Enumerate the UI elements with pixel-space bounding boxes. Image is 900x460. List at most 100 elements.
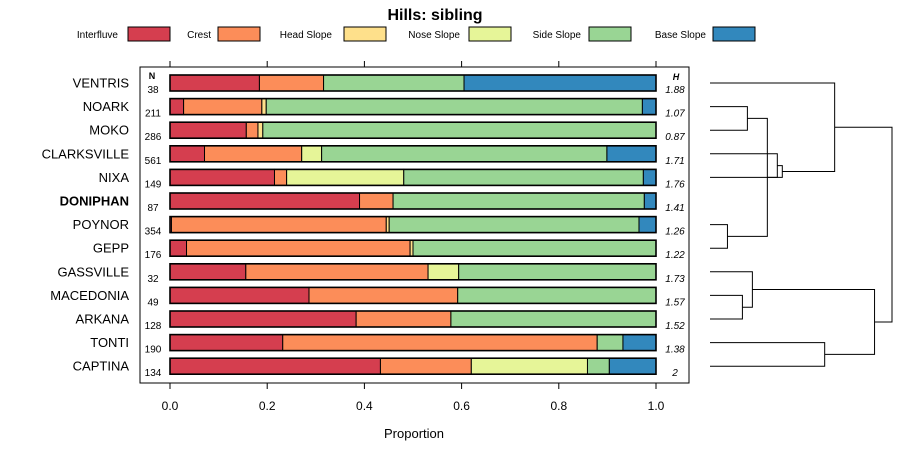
n-value: 354: [145, 227, 162, 238]
row-nixa: NIXA 149 1.76: [99, 168, 685, 190]
bar-segment-nose-slope: [470, 357, 588, 375]
legend-swatch-crest: [217, 26, 261, 42]
bar-segment-base-slope: [643, 192, 657, 210]
dendrogram-branch: [710, 82, 836, 172]
bar-outline: [169, 215, 657, 234]
bar-outline: [169, 333, 657, 352]
bar-segment-interfluve: [169, 334, 284, 352]
n-value: 87: [147, 203, 159, 214]
row-label: POYNOR: [73, 217, 129, 232]
bar-segment-head-slope: [261, 98, 267, 116]
x-axis: 0.0 0.2 0.4 0.6 0.8 1.0: [162, 61, 665, 413]
n-value: 128: [145, 321, 162, 332]
bar-segment-interfluve: [169, 168, 275, 186]
bar-segment-interfluve: [169, 121, 247, 139]
legend-label-head-slope: Head Slope: [280, 30, 333, 41]
bar-segment-interfluve: [169, 357, 381, 375]
bar-segment-side-slope: [412, 239, 657, 257]
n-value: 176: [145, 250, 162, 261]
bar-segment-nose-slope: [427, 263, 460, 281]
bar-outline: [169, 145, 657, 163]
bar-segment-crest: [379, 357, 472, 375]
n-value: 32: [147, 274, 159, 285]
bar-segment-base-slope: [622, 334, 657, 352]
legend-swatch-side-slope: [588, 26, 632, 42]
x-tick-label: 0.4: [356, 399, 373, 413]
bar-segment-crest: [186, 239, 411, 257]
bar-segment-interfluve: [169, 286, 310, 304]
bar-segment-base-slope: [642, 168, 657, 186]
bar-segment-crest: [282, 334, 598, 352]
bar-outline: [169, 357, 657, 376]
row-noark: NOARK 211 1.07: [83, 97, 685, 120]
legend-swatch-base-slope: [712, 26, 756, 42]
row-arkana: ARKANA 128 1.52: [76, 310, 685, 332]
h-value: 1.76: [665, 179, 685, 190]
bar-segment-crest: [183, 98, 263, 116]
bar-segment-nose-slope: [301, 145, 323, 163]
legend-label-interfluve: Interfluve: [77, 30, 119, 41]
row-label: ARKANA: [76, 312, 130, 327]
h-value: 1.26: [665, 227, 685, 238]
bar-segment-interfluve: [169, 145, 206, 163]
bar-rows: VENTRIS 38 1.88 NOARK 211 1.07 MOKO 286 0.87 CLAR…: [42, 74, 685, 379]
row-label: NIXA: [99, 170, 130, 185]
legend-label-base-slope: Base Slope: [655, 30, 707, 41]
bar-outline: [169, 310, 657, 328]
n-value: 286: [145, 132, 162, 143]
row-label: VENTRIS: [73, 76, 130, 91]
row-clarksville: CLARKSVILLE 561 1.71: [42, 145, 685, 167]
bar-segment-side-slope: [596, 334, 624, 352]
bar-segment-side-slope: [262, 121, 657, 139]
bar-segment-interfluve: [169, 74, 260, 92]
plot-panel: [139, 66, 690, 384]
bar-segment-interfluve: [169, 263, 247, 281]
row-moko: MOKO 286 0.87: [89, 121, 685, 143]
h-value: 1.41: [665, 203, 684, 214]
dendrogram-branch: [710, 271, 753, 308]
legend-swatch-head-slope: [343, 26, 387, 42]
bar-segment-crest: [245, 263, 429, 281]
n-value: 134: [145, 368, 162, 379]
x-tick-label: 0.8: [550, 399, 567, 413]
bar-outline: [169, 168, 657, 187]
dendrogram-branch: [710, 342, 826, 367]
bar-segment-base-slope: [608, 357, 657, 375]
bar-segment-head-slope: [257, 121, 264, 139]
row-tonti: TONTI 190 1.38: [90, 333, 685, 356]
n-value: 190: [145, 345, 162, 356]
row-macedonia: MACEDONIA 49 1.57: [50, 286, 685, 308]
bar-segment-crest: [273, 168, 288, 186]
dendrogram-branch: [752, 289, 876, 355]
dendrogram-branch: [834, 126, 893, 323]
h-value: 1.57: [665, 297, 685, 308]
h-value: 1.73: [665, 274, 685, 285]
h-value: 1.71: [665, 156, 684, 167]
dendrogram-branch: [710, 106, 748, 131]
row-gassville: GASSVILLE 32 1.73: [57, 262, 685, 285]
row-label: GASSVILLE: [57, 264, 129, 279]
h-value: 0.87: [665, 132, 685, 143]
bar-outline: [169, 286, 657, 305]
bar-segment-side-slope: [321, 145, 608, 163]
legend-swatch-nose-slope: [468, 26, 512, 42]
bar-segment-side-slope: [458, 263, 657, 281]
row-label: NOARK: [83, 99, 130, 114]
bar-segment-interfluve: [169, 310, 357, 328]
bar-segment-side-slope: [392, 192, 645, 210]
row-doniphan: DONIPHAN 87 1.41: [60, 192, 685, 214]
bar-segment-side-slope: [323, 74, 465, 92]
bar-segment-interfluve: [169, 192, 361, 210]
h-value: 1.52: [665, 321, 685, 332]
bar-outline: [169, 97, 657, 116]
x-tick-label: 0.0: [162, 399, 179, 413]
h-value: 1.07: [665, 109, 685, 120]
h-value: 1.88: [665, 85, 685, 96]
n-column-header: N: [149, 71, 156, 81]
bar-segment-crest: [245, 121, 259, 139]
bar-outline: [169, 239, 657, 257]
x-axis-title: Proportion: [384, 426, 444, 441]
dendrogram: [710, 82, 893, 367]
chart-title: Hills: sibling: [387, 7, 482, 24]
bar-segment-side-slope: [265, 98, 643, 116]
